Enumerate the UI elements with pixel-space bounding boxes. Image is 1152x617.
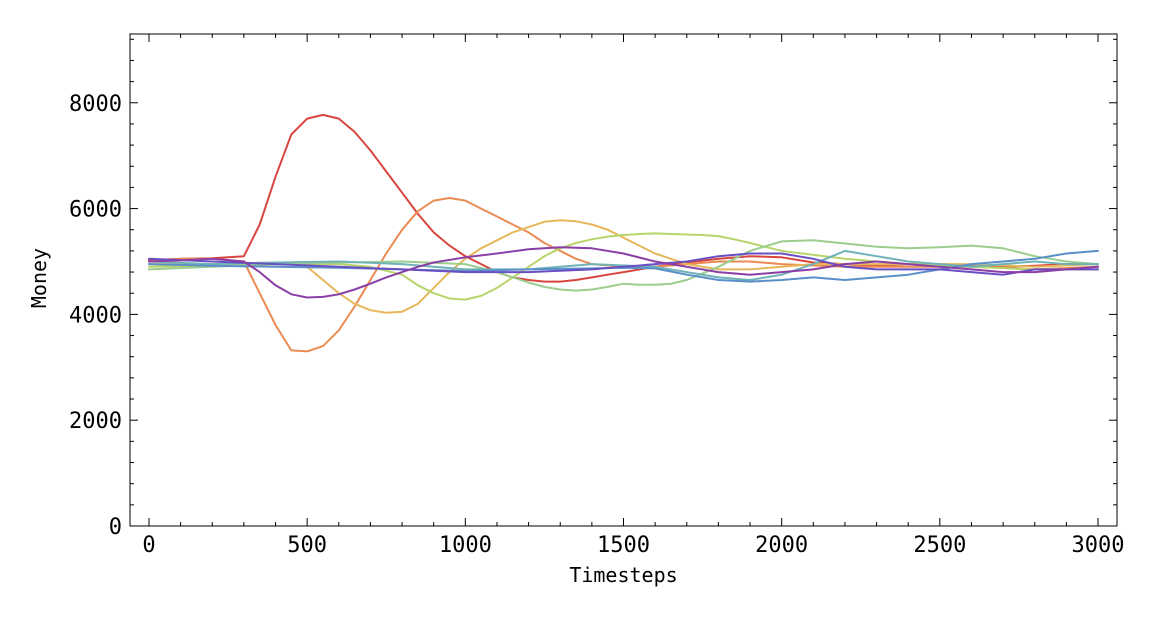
x-tick-label: 500 <box>287 533 327 558</box>
plot-frame <box>129 33 1118 527</box>
y-axis: 0 2000 4000 6000 8000 <box>69 38 1117 540</box>
y-tick-label: 4000 <box>69 303 122 328</box>
series-layer <box>148 113 1099 353</box>
y-tick-label: 6000 <box>69 198 122 223</box>
y-axis-label: Money <box>27 248 51 308</box>
series-line-5 <box>148 239 1099 292</box>
series-line-6 <box>148 249 1099 281</box>
x-tick-label: 0 <box>142 533 155 558</box>
x-tick-label: 1500 <box>597 533 650 558</box>
y-tick-label: 2000 <box>69 409 122 434</box>
series-line-9 <box>148 246 1099 299</box>
x-tick-label: 2000 <box>755 533 808 558</box>
x-tick-label: 1000 <box>439 533 492 558</box>
series-line-1 <box>148 113 1099 283</box>
series-line-8 <box>148 252 1099 276</box>
x-tick-label: 2500 <box>913 533 966 558</box>
x-axis: 0 500 1000 1500 2000 2500 3000 <box>142 34 1125 558</box>
y-tick-label: 8000 <box>69 92 122 117</box>
x-axis-label: Timesteps <box>569 563 677 587</box>
series-line-3 <box>148 219 1099 314</box>
y-tick-label: 0 <box>109 515 122 540</box>
x-tick-label: 3000 <box>1072 533 1125 558</box>
series-line-2 <box>148 197 1099 353</box>
